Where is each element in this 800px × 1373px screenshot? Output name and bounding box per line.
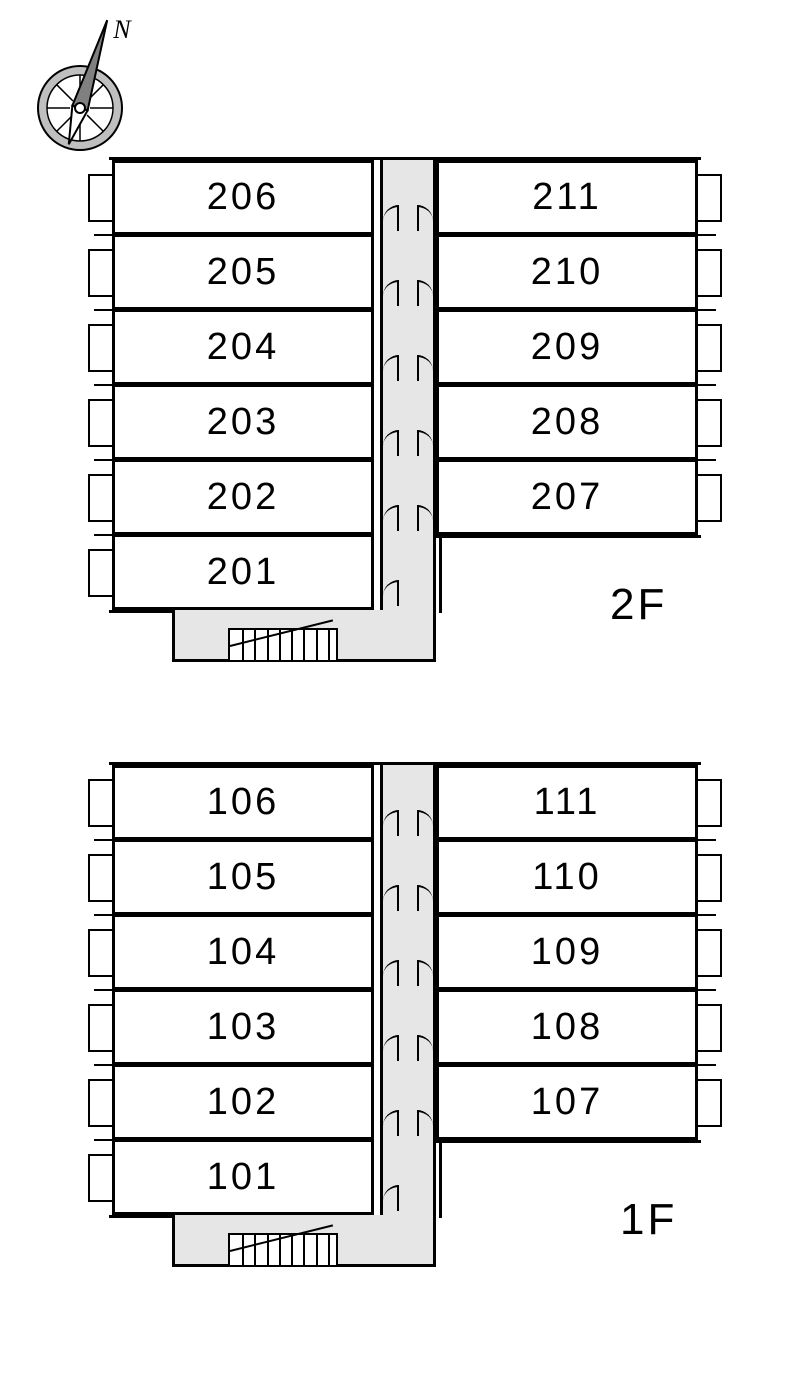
corridor-right-wall-ext [439,535,442,613]
corridor [380,158,436,648]
balcony-208 [698,399,722,447]
divider-tick [94,839,112,841]
balcony-207 [698,474,722,522]
divider-tick [94,384,112,386]
divider-tick [94,459,112,461]
unit-203: 203 [112,385,374,460]
balcony-205 [88,249,112,297]
balcony-107 [698,1079,722,1127]
unit-211: 211 [436,160,698,235]
unit-111: 111 [436,765,698,840]
unit-109: 109 [436,915,698,990]
balcony-110 [698,854,722,902]
unit-110: 110 [436,840,698,915]
divider-tick [698,914,716,916]
stairs [228,1233,338,1267]
divider-tick [94,1064,112,1066]
balcony-109 [698,929,722,977]
divider-tick [94,989,112,991]
balcony-103 [88,1004,112,1052]
unit-105: 105 [112,840,374,915]
unit-103: 103 [112,990,374,1065]
unit-206: 206 [112,160,374,235]
divider-tick [94,309,112,311]
balcony-111 [698,779,722,827]
unit-104: 104 [112,915,374,990]
unit-208: 208 [436,385,698,460]
unit-202: 202 [112,460,374,535]
divider-tick [94,1139,112,1141]
balcony-105 [88,854,112,902]
unit-205: 205 [112,235,374,310]
stairs [228,628,338,662]
balcony-209 [698,324,722,372]
divider-tick [698,1064,716,1066]
divider-tick [698,989,716,991]
unit-209: 209 [436,310,698,385]
unit-107: 107 [436,1065,698,1140]
balcony-210 [698,249,722,297]
balcony-206 [88,174,112,222]
divider-tick [94,534,112,536]
unit-102: 102 [112,1065,374,1140]
floor-label-2F: 2F [610,580,667,630]
unit-204: 204 [112,310,374,385]
outer-wall-right-bottom [436,535,701,538]
divider-tick [698,384,716,386]
unit-207: 207 [436,460,698,535]
outer-wall-right-bottom [436,1140,701,1143]
svg-text:N: N [112,15,132,44]
balcony-201 [88,549,112,597]
unit-106: 106 [112,765,374,840]
unit-101: 101 [112,1140,374,1215]
divider-tick [94,914,112,916]
divider-tick [698,234,716,236]
balcony-204 [88,324,112,372]
balcony-104 [88,929,112,977]
balcony-202 [88,474,112,522]
divider-tick [698,459,716,461]
balcony-106 [88,779,112,827]
balcony-203 [88,399,112,447]
corridor-right-wall-ext [439,1140,442,1218]
divider-tick [698,839,716,841]
balcony-102 [88,1079,112,1127]
floor-label-1F: 1F [620,1195,677,1245]
balcony-108 [698,1004,722,1052]
balcony-101 [88,1154,112,1202]
unit-108: 108 [436,990,698,1065]
divider-tick [94,234,112,236]
divider-tick [698,309,716,311]
compass: N [20,8,160,158]
corridor [380,763,436,1253]
unit-210: 210 [436,235,698,310]
unit-201: 201 [112,535,374,610]
balcony-211 [698,174,722,222]
